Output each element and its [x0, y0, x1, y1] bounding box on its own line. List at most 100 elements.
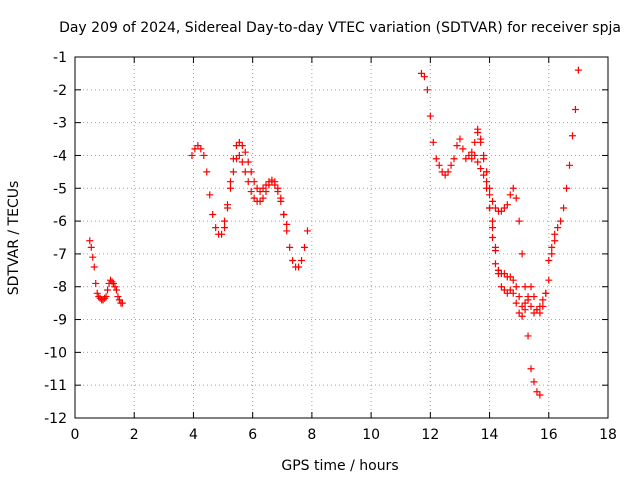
- data-point: [533, 388, 541, 396]
- data-point: [500, 286, 508, 294]
- data-point: [277, 197, 285, 205]
- data-point: [209, 211, 217, 219]
- data-point: [432, 155, 440, 163]
- data-point: [512, 194, 520, 202]
- data-point: [548, 243, 556, 251]
- data-point: [444, 168, 452, 176]
- data-point: [474, 158, 482, 166]
- y-axis-ticks: -12 -11 -10 -9 -8 -7 -6 -5 -4 -3 -2 -1: [44, 50, 608, 427]
- series-segment-2a: [188, 138, 311, 271]
- data-point: [491, 204, 499, 212]
- data-point: [515, 293, 523, 301]
- y-tick-label: -3: [53, 116, 67, 132]
- data-point: [109, 279, 117, 287]
- series-segment-3c: [483, 168, 559, 320]
- data-point: [450, 155, 458, 163]
- x-tick-label: 18: [599, 427, 617, 443]
- data-point: [218, 230, 226, 238]
- data-point: [566, 161, 574, 169]
- data-point: [232, 155, 240, 163]
- y-tick-label: -12: [44, 411, 67, 427]
- data-point: [112, 286, 120, 294]
- data-point: [241, 148, 249, 156]
- data-point: [104, 286, 112, 294]
- data-point: [206, 191, 214, 199]
- x-tick-label: 12: [421, 427, 439, 443]
- x-tick-label: 8: [307, 427, 316, 443]
- plot-frame: [74, 56, 609, 419]
- data-point: [518, 250, 526, 258]
- data-point: [247, 188, 255, 196]
- data-point: [509, 289, 517, 297]
- data-point: [548, 250, 556, 258]
- data-point: [200, 151, 208, 159]
- data-point: [203, 168, 211, 176]
- series-segment-1: [86, 237, 126, 307]
- data-point: [417, 69, 425, 77]
- series-segment-3a: [417, 69, 544, 399]
- data-point: [530, 309, 538, 317]
- data-point: [118, 299, 126, 307]
- data-point: [420, 73, 428, 81]
- data-point: [92, 279, 100, 287]
- data-point: [545, 256, 553, 264]
- y-tick-label: -1: [53, 50, 67, 66]
- data-point: [521, 283, 529, 291]
- data-point: [512, 283, 520, 291]
- data-point: [500, 270, 508, 278]
- data-point: [527, 365, 535, 373]
- data-point: [471, 138, 479, 146]
- data-point: [259, 194, 267, 202]
- data-point: [536, 309, 544, 317]
- data-point: [568, 132, 576, 140]
- data-point: [512, 299, 520, 307]
- y-tick-label: -6: [53, 214, 67, 230]
- data-point: [483, 184, 491, 192]
- data-point: [223, 201, 231, 209]
- data-point: [521, 299, 529, 307]
- data-point: [229, 168, 237, 176]
- data-point: [474, 125, 482, 133]
- data-point: [551, 230, 559, 238]
- data-point: [212, 224, 220, 232]
- data-point: [574, 66, 582, 74]
- data-point: [468, 155, 476, 163]
- y-tick-label: -4: [53, 148, 67, 164]
- data-point: [295, 263, 303, 271]
- data-point: [300, 243, 308, 251]
- data-point: [238, 142, 246, 150]
- x-tick-label: 14: [481, 427, 499, 443]
- data-point: [477, 138, 485, 146]
- data-point: [280, 211, 288, 219]
- data-point: [489, 224, 497, 232]
- data-point: [107, 276, 115, 284]
- data-point: [87, 243, 95, 251]
- data-point: [101, 294, 109, 302]
- data-point: [489, 234, 497, 241]
- y-tick-label: -5: [53, 181, 67, 197]
- data-point: [250, 194, 258, 202]
- data-point: [441, 171, 449, 179]
- data-point: [188, 151, 196, 159]
- data-point: [465, 151, 473, 159]
- x-tick-label: 6: [248, 427, 257, 443]
- data-point: [221, 224, 229, 232]
- data-point: [226, 184, 234, 192]
- data-point: [527, 283, 535, 291]
- series-segment-3d: [468, 151, 502, 274]
- y-tick-label: -8: [53, 280, 67, 296]
- data-point: [447, 161, 455, 169]
- data-point: [503, 201, 511, 209]
- data-point: [108, 278, 116, 286]
- data-point: [114, 293, 122, 301]
- data-point: [99, 296, 107, 304]
- data-point: [506, 286, 514, 294]
- data-point: [563, 184, 571, 192]
- data-point: [456, 135, 464, 143]
- data-point: [462, 155, 470, 163]
- data-point: [515, 309, 523, 317]
- data-points: [86, 66, 582, 399]
- data-point: [524, 293, 532, 301]
- x-axis-ticks: 0 2 4 6 8 10 12 14 16 18: [71, 57, 617, 443]
- data-point: [93, 289, 101, 297]
